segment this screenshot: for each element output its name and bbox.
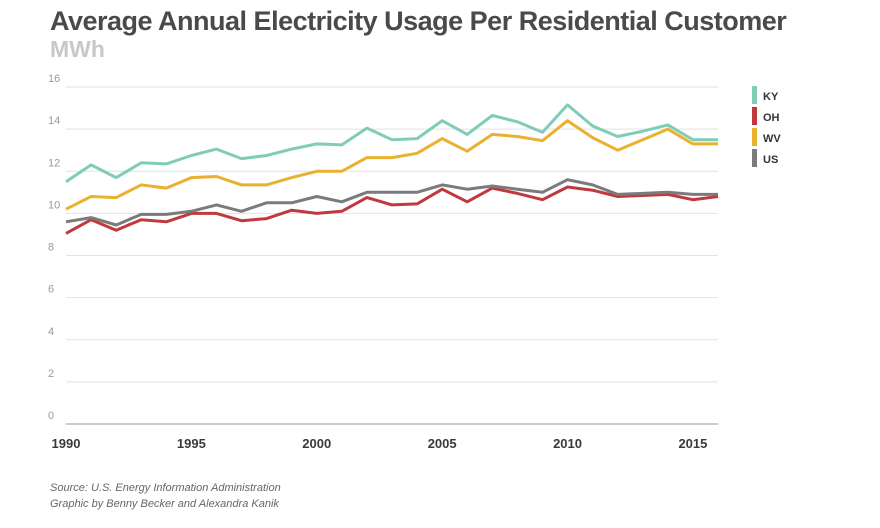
y-tick-label: 2 — [48, 368, 54, 380]
legend-swatch-ky — [752, 86, 757, 104]
y-tick-label: 12 — [48, 157, 60, 169]
x-tick-label: 2010 — [553, 436, 582, 451]
legend-swatch-wv — [752, 128, 757, 146]
y-tick-label: 0 — [48, 410, 54, 422]
legend-swatch-us — [752, 149, 757, 167]
x-tick-label: 1995 — [177, 436, 206, 451]
chart-title: Average Annual Electricity Usage Per Res… — [50, 6, 787, 36]
y-tick-label: 4 — [48, 326, 54, 338]
legend: KY OH WV US — [752, 86, 781, 167]
gridlines — [66, 86, 718, 425]
y-axis-ticks: 0 2 4 6 8 10 12 14 16 — [48, 73, 60, 422]
y-tick-label: 6 — [48, 284, 54, 296]
x-tick-label: 2000 — [302, 436, 331, 451]
legend-label-wv: WV — [763, 133, 781, 145]
y-tick-label: 16 — [48, 73, 60, 85]
x-axis-ticks: 1990 1995 2000 2005 2010 2015 — [52, 436, 708, 451]
legend-label-oh: OH — [763, 112, 780, 124]
series-line-ky — [65, 103, 718, 184]
legend-swatch-oh — [752, 107, 757, 125]
credit-note: Graphic by Benny Becker and Alexandra Ka… — [50, 498, 279, 510]
legend-label-us: US — [763, 154, 778, 166]
legend-label-ky: KY — [763, 91, 779, 103]
series-line-oh — [65, 185, 719, 235]
x-tick-label: 1990 — [52, 436, 81, 451]
series-line-us — [65, 178, 718, 227]
series-line-wv — [65, 119, 718, 211]
y-tick-label: 14 — [48, 115, 60, 127]
y-tick-label: 10 — [48, 199, 60, 211]
series-lines — [65, 103, 719, 235]
source-note: Source: U.S. Energy Information Administ… — [50, 482, 281, 494]
x-tick-label: 2015 — [678, 436, 707, 451]
x-tick-label: 2005 — [428, 436, 457, 451]
chart-subtitle: MWh — [50, 36, 105, 62]
y-tick-label: 8 — [48, 242, 54, 254]
